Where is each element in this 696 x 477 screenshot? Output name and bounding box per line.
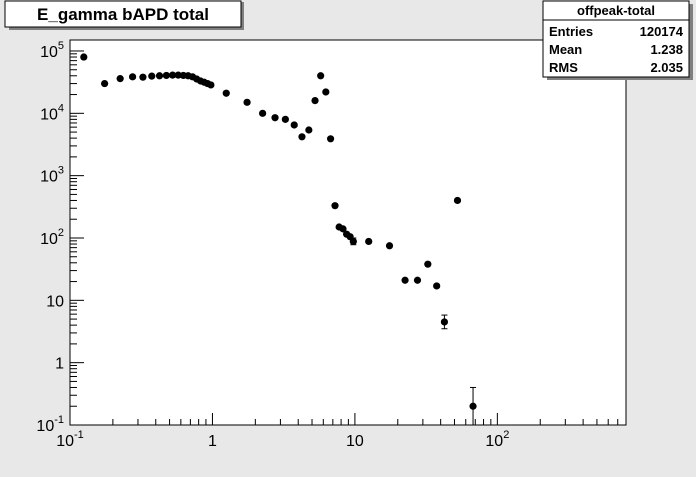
y-tick-label: 103	[40, 165, 64, 186]
data-point	[207, 81, 215, 89]
data-point	[271, 114, 279, 122]
data-point	[433, 282, 441, 290]
y-axis: 10-1 1 10 102 103 104 105	[36, 40, 84, 435]
data-point	[331, 202, 339, 210]
data-point	[349, 237, 357, 246]
stats-value-entries: 120174	[640, 24, 684, 39]
data-point	[322, 88, 330, 96]
stats-value-mean: 1.238	[650, 42, 683, 57]
y-tick-label: 1	[55, 356, 64, 373]
data-point	[174, 71, 182, 79]
chart-title: E_gamma bAPD total	[37, 5, 209, 24]
y-tick-label: 10	[46, 293, 64, 310]
data-point	[305, 126, 313, 134]
data-point	[281, 115, 289, 123]
y-tick-label: 10-1	[36, 414, 64, 435]
data-point	[401, 276, 409, 284]
stats-label-mean: Mean	[549, 42, 582, 57]
title-box: E_gamma bAPD total	[4, 0, 244, 30]
x-tick-label: 1	[208, 433, 217, 450]
stats-name: offpeak-total	[577, 3, 655, 18]
data-point	[101, 79, 109, 88]
data-point	[317, 72, 325, 80]
data-point	[168, 71, 177, 79]
stats-value-rms: 2.035	[650, 60, 683, 75]
data-point	[365, 237, 373, 246]
x-tick-label: 10	[346, 433, 364, 450]
data-point	[222, 89, 230, 97]
stats-label-entries: Entries	[549, 24, 593, 39]
data-point	[80, 53, 88, 61]
data-point	[139, 73, 147, 81]
x-axis: 10-1 1 10 102	[56, 413, 627, 450]
stats-label-rms: RMS	[549, 60, 578, 75]
data-point	[116, 75, 124, 83]
data-point	[298, 133, 306, 141]
y-tick-label: 104	[40, 102, 64, 123]
data-point	[290, 121, 298, 129]
data-points	[80, 53, 477, 426]
x-tick-label: 102	[485, 429, 509, 450]
data-point	[259, 109, 267, 117]
y-tick-label: 102	[40, 227, 64, 248]
data-point	[413, 276, 422, 284]
data-point	[453, 196, 462, 205]
data-point	[148, 72, 156, 80]
stats-box: offpeak-total Entries 120174 Mean 1.238 …	[542, 0, 693, 80]
data-point	[339, 225, 347, 233]
data-point	[440, 318, 449, 326]
data-point	[469, 402, 477, 410]
data-point	[311, 96, 319, 105]
data-point	[424, 260, 432, 268]
data-point	[128, 73, 137, 81]
y-tick-label: 105	[40, 40, 64, 61]
data-point	[326, 135, 335, 143]
x-tick-label: 10-1	[56, 429, 84, 450]
data-point	[155, 72, 164, 80]
data-point	[243, 98, 251, 106]
data-point	[385, 242, 394, 250]
data-point	[162, 71, 170, 80]
